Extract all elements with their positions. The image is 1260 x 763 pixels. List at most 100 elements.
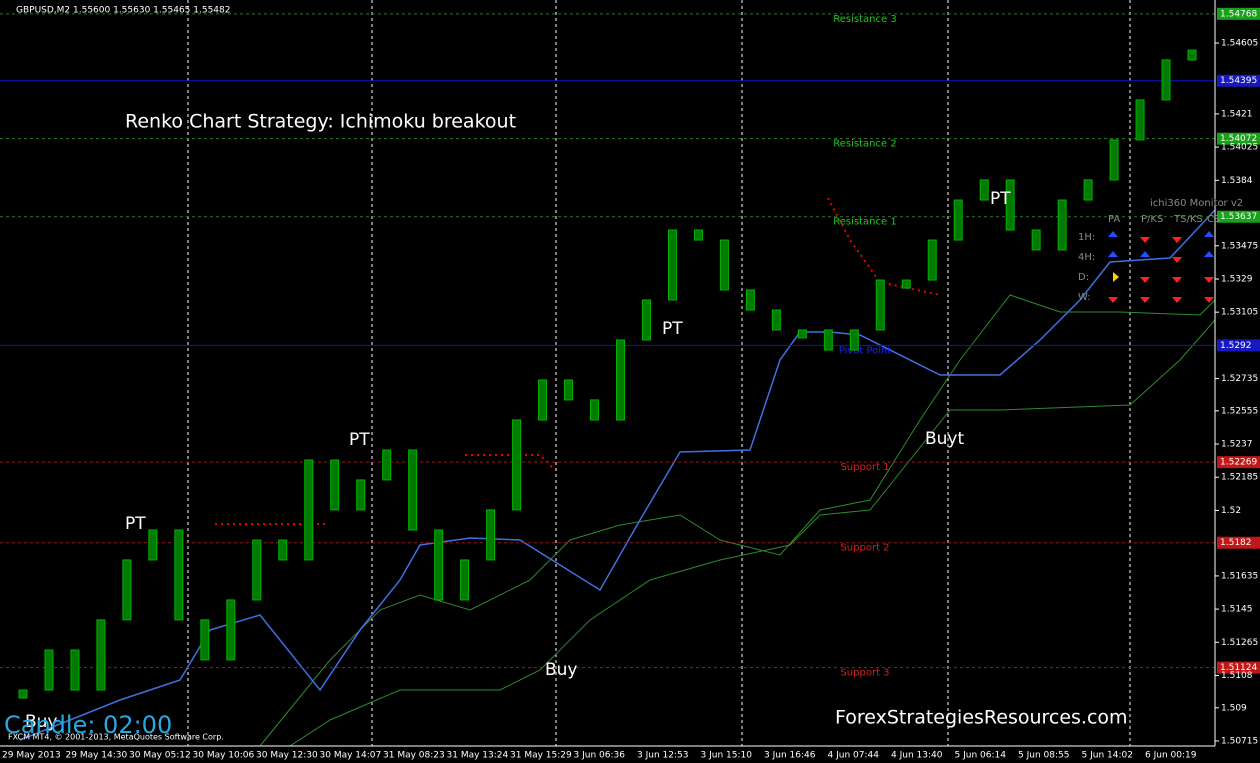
brick xyxy=(1083,179,1093,201)
monitor-row: W: xyxy=(1078,292,1091,303)
price-tag-label: 1.52269 xyxy=(1220,458,1257,468)
y-tick-label: 1.54605 xyxy=(1221,39,1258,49)
price-tag xyxy=(1217,210,1260,223)
monitor-arrow xyxy=(1204,297,1214,303)
price-tag-label: 1.54395 xyxy=(1220,76,1257,86)
pt-label: PT xyxy=(125,514,146,534)
x-tick-label: 3 Jun 15:10 xyxy=(701,751,753,761)
brick xyxy=(875,279,885,331)
x-tick-label: 31 May 15:29 xyxy=(510,751,572,761)
price-tag-label: 1.5292 xyxy=(1220,341,1252,351)
brick xyxy=(1109,139,1119,181)
y-tick-label: 1.51265 xyxy=(1221,638,1258,648)
brick xyxy=(719,239,729,291)
monitor-row: 4H: xyxy=(1078,252,1095,263)
y-tick-label: 1.5108 xyxy=(1221,671,1253,681)
brick xyxy=(18,689,28,699)
level-label: Support 2 xyxy=(840,543,889,554)
y-tick-label: 1.5145 xyxy=(1221,605,1253,615)
y-tick-label: 1.53105 xyxy=(1221,308,1258,318)
monitor-column: CS xyxy=(1207,214,1220,225)
brick xyxy=(408,449,418,531)
price-tag xyxy=(1217,74,1260,87)
monitor-arrow xyxy=(1140,251,1150,257)
monitor-row: D: xyxy=(1078,272,1089,283)
brick xyxy=(1057,199,1067,251)
y-tick-label: 1.5329 xyxy=(1221,274,1253,284)
pivot-levels: Resistance 3 1.54768 1.54395 Resistance 2 1.… xyxy=(0,7,1260,679)
brick xyxy=(1187,49,1197,61)
monitor-title: ichi360 Monitor v2 xyxy=(1150,198,1243,209)
price-tag xyxy=(1217,132,1260,145)
y-tick-label: 1.51635 xyxy=(1221,571,1258,581)
axes: 1.54605 1.5421 1.54025 1.5384 1.53475 1.5329 1… xyxy=(2,39,1258,761)
monitor-arrow xyxy=(1108,251,1118,257)
monitor-column: PA xyxy=(1108,214,1120,225)
brick xyxy=(1135,99,1145,141)
buy-label: Buy xyxy=(545,660,578,680)
brick xyxy=(434,529,444,601)
brick xyxy=(122,559,132,621)
monitor-row: 1H: xyxy=(1078,232,1095,243)
y-tick-label: 1.52185 xyxy=(1221,473,1258,483)
brick xyxy=(382,449,392,481)
buy-label: Buyt xyxy=(925,429,964,449)
brick xyxy=(200,619,210,661)
level-label: Support 3 xyxy=(840,668,889,679)
brick xyxy=(797,329,807,339)
brick xyxy=(278,539,288,561)
monitor-arrow xyxy=(1113,272,1119,282)
brick xyxy=(771,309,781,331)
x-tick-label: 31 May 13:24 xyxy=(447,751,509,761)
y-tick-label: 1.54025 xyxy=(1221,143,1258,153)
brick xyxy=(538,379,548,421)
price-tag xyxy=(1217,456,1260,469)
price-tag-label: 1.54768 xyxy=(1220,9,1257,19)
brick xyxy=(330,459,340,511)
monitor-arrow xyxy=(1172,277,1182,283)
x-tick-label: 30 May 12:30 xyxy=(256,751,318,761)
level-label: Resistance 2 xyxy=(833,139,896,150)
brick xyxy=(849,329,859,351)
brick xyxy=(1031,229,1041,251)
price-tag-label: 1.53637 xyxy=(1220,212,1257,222)
x-tick-label: 4 Jun 07:44 xyxy=(828,751,880,761)
monitor-arrow xyxy=(1204,251,1214,257)
monitor-arrow xyxy=(1204,231,1214,237)
y-tick-label: 1.5237 xyxy=(1221,440,1253,450)
level-label: Pivot Point xyxy=(839,345,892,356)
stop-dots xyxy=(465,454,556,471)
monitor-arrow xyxy=(1172,297,1182,303)
x-tick-label: 3 Jun 12:53 xyxy=(637,751,688,761)
x-tick-label: 29 May 14:30 xyxy=(66,751,128,761)
brick xyxy=(953,199,963,241)
brick xyxy=(745,289,755,311)
brick xyxy=(226,599,236,661)
monitor-arrow xyxy=(1108,231,1118,237)
brick xyxy=(96,619,106,691)
title: Renko Chart Strategy: Ichimoku breakout xyxy=(125,111,516,133)
monitor-arrow xyxy=(1172,237,1182,243)
x-tick-label: 29 May 2013 xyxy=(2,751,61,761)
brick xyxy=(44,649,54,691)
monitor: PA P/KS TS/KS CS 1H: 4H: D: W: xyxy=(1078,214,1220,303)
monitor-column: P/KS xyxy=(1141,214,1163,225)
brick xyxy=(304,459,314,561)
brick xyxy=(979,179,989,201)
y-tick-label: 1.5421 xyxy=(1221,109,1253,119)
y-tick-label: 1.52 xyxy=(1221,506,1241,516)
level-label: Resistance 1 xyxy=(833,217,896,228)
ichimoku-cloud xyxy=(258,294,1216,747)
brick xyxy=(1161,59,1171,101)
monitor-arrow xyxy=(1204,277,1214,283)
y-tick-label: 1.5384 xyxy=(1221,176,1253,186)
price-tag-label: 1.5182 xyxy=(1220,538,1252,548)
monitor-arrow xyxy=(1140,297,1150,303)
monitor-arrow xyxy=(1172,257,1182,263)
brick xyxy=(641,299,651,341)
brick xyxy=(927,239,937,281)
x-tick-label: 4 Jun 13:40 xyxy=(891,751,943,761)
pt-label: PT xyxy=(990,189,1011,209)
monitor-column: TS/KS xyxy=(1173,214,1203,225)
